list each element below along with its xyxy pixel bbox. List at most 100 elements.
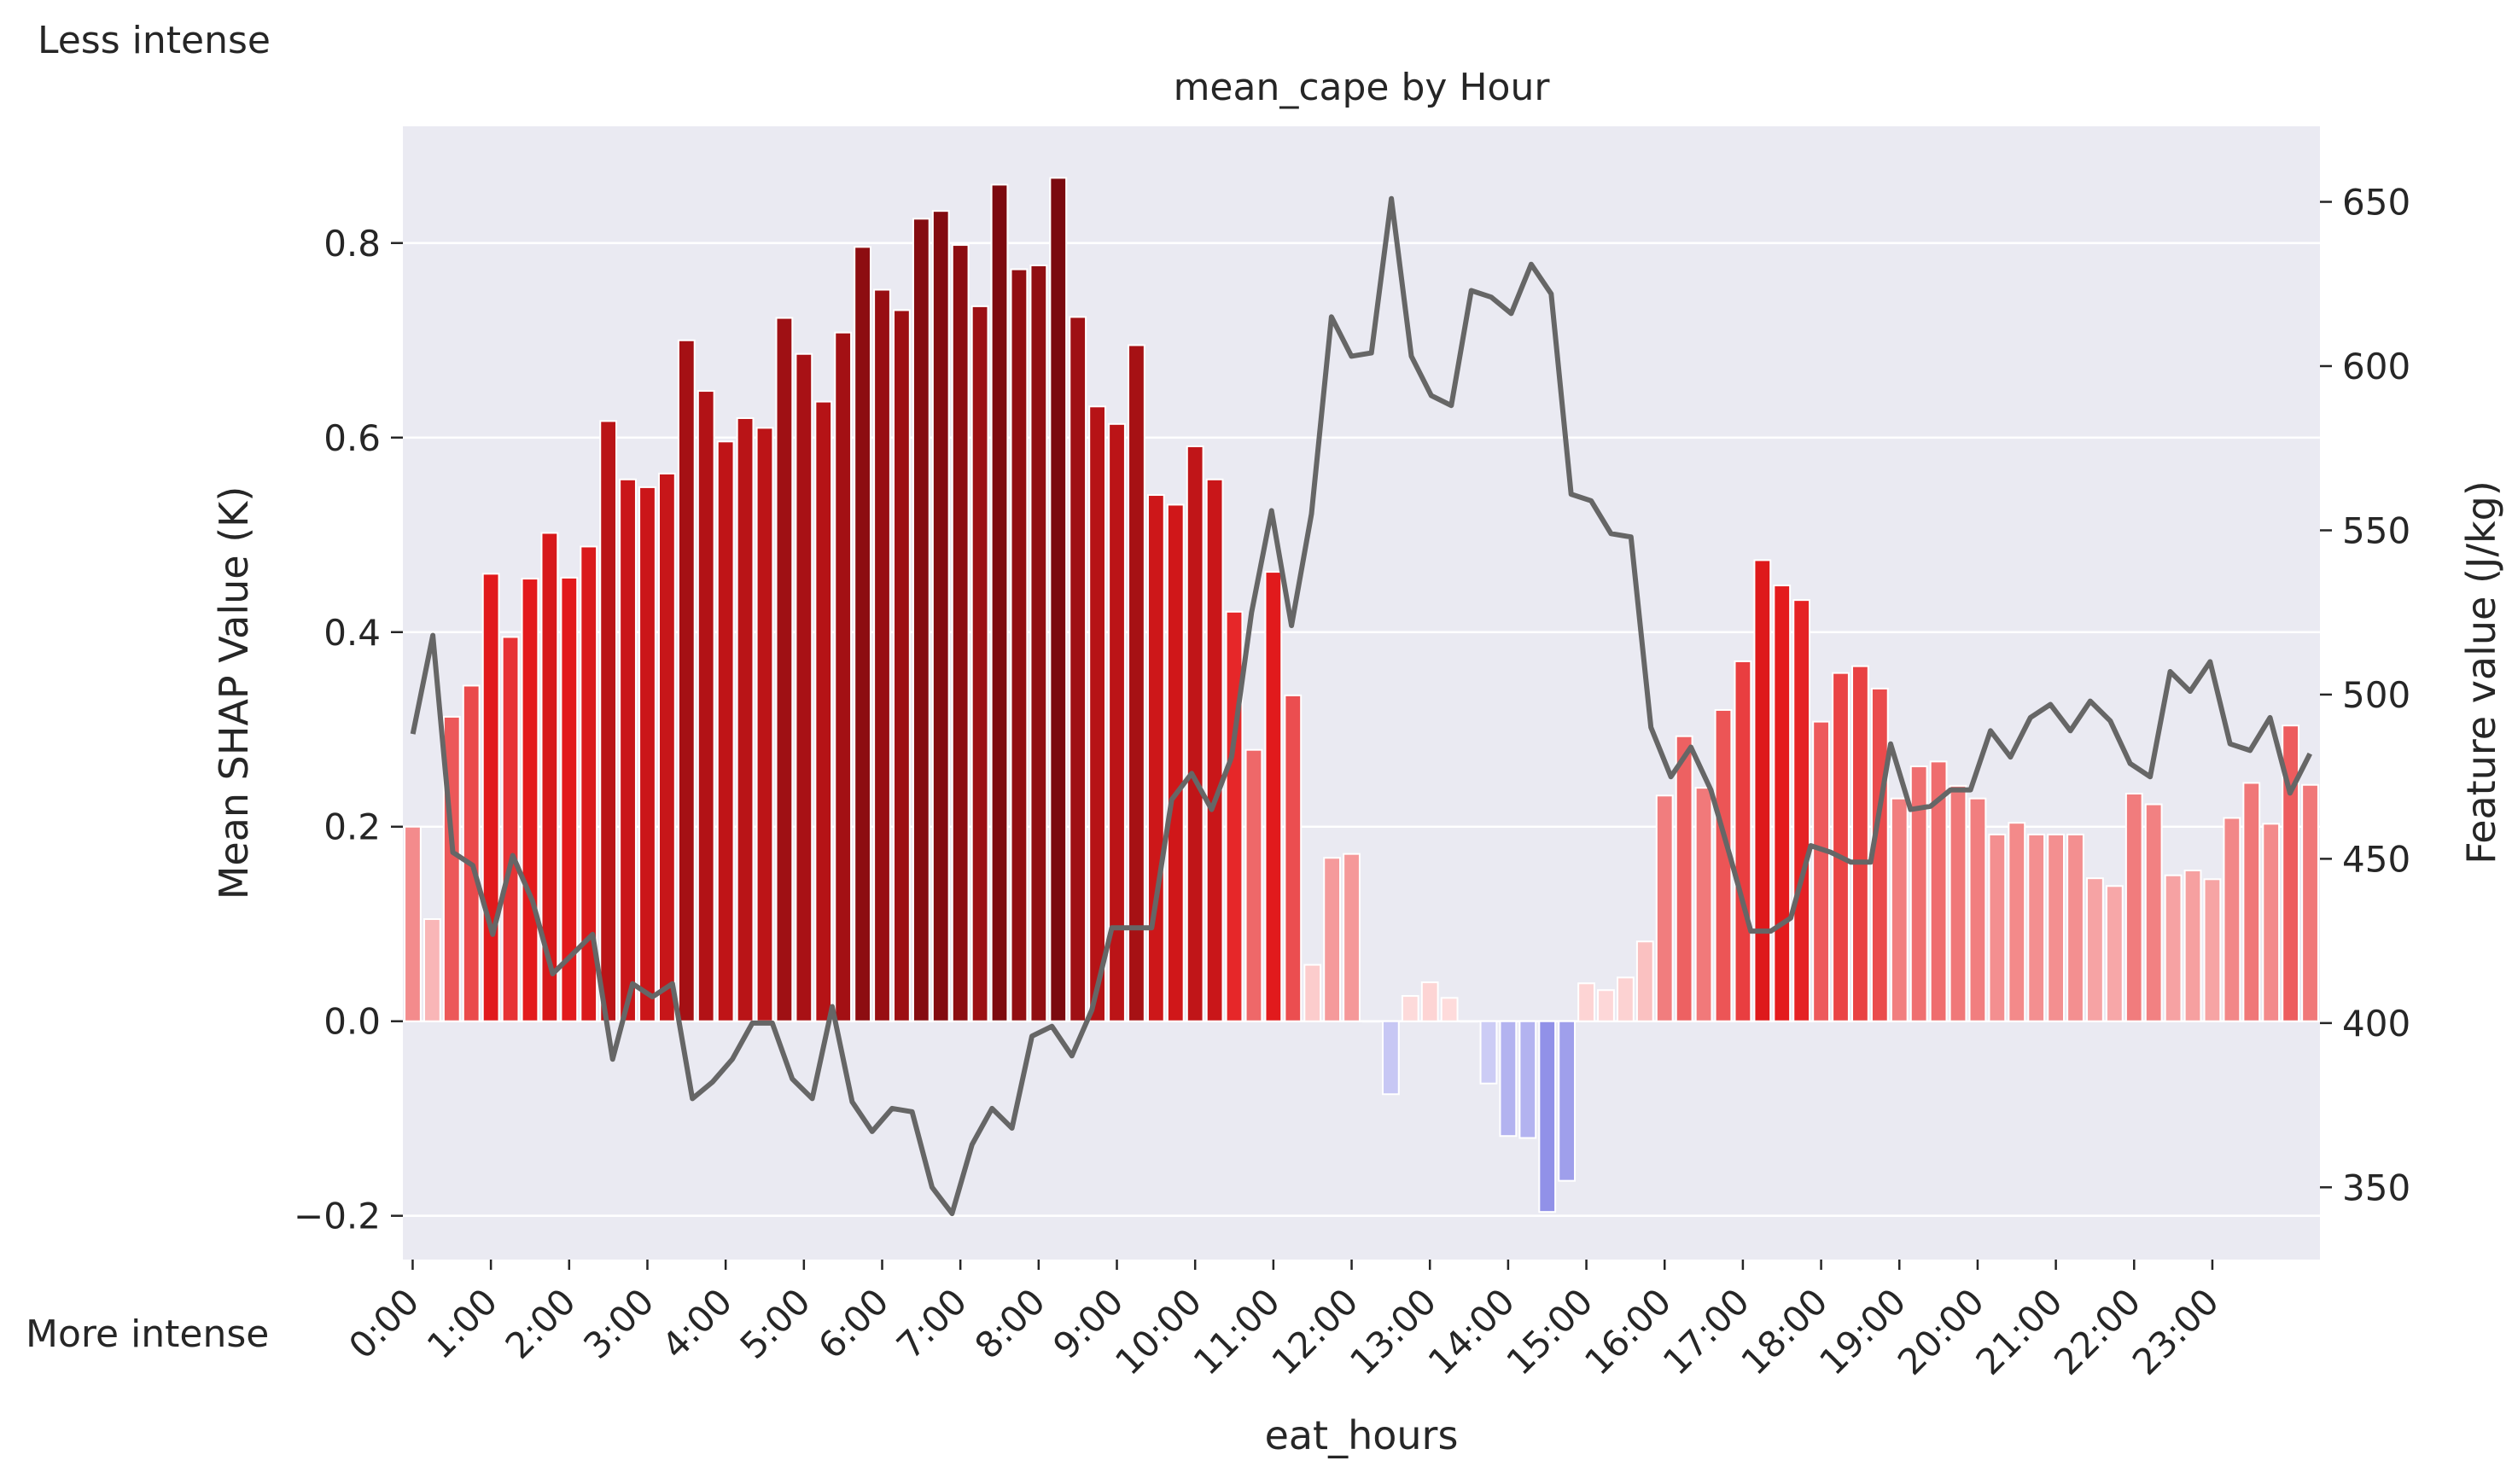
shap-bar xyxy=(970,305,989,1022)
shap-bar xyxy=(462,684,481,1022)
shap-bar xyxy=(2105,885,2124,1022)
shap-bar xyxy=(1929,760,1948,1022)
shap-bar xyxy=(501,636,520,1022)
shap-bar xyxy=(951,244,970,1022)
shap-bar xyxy=(1538,1020,1557,1213)
shap-bar xyxy=(1734,660,1752,1022)
shap-bar xyxy=(1323,857,1342,1022)
shap-bar xyxy=(1264,571,1283,1022)
shap-bar xyxy=(1128,344,1145,1022)
shap-bar xyxy=(2124,792,2143,1022)
y-axis-ticks: −0.2 0.0 0.2 0.4 0.6 0.8 xyxy=(294,223,403,1237)
x-tick-label: 18:00 xyxy=(1733,1280,1835,1382)
shap-bar xyxy=(893,309,911,1022)
less-intense-label: Less intense xyxy=(38,19,271,62)
y-tick-label: 0.8 xyxy=(323,223,381,265)
shap-bar xyxy=(619,478,637,1022)
x-tick-label: 8:00 xyxy=(967,1280,1053,1366)
shap-bar xyxy=(638,486,656,1022)
x-tick-label: 0:00 xyxy=(341,1280,427,1366)
y2-axis-label: Feature value (J/kg) xyxy=(2458,480,2504,864)
shap-bar xyxy=(854,246,871,1022)
shap-bar xyxy=(931,210,950,1022)
x-axis-ticks: 0:001:002:003:004:005:006:007:008:009:00… xyxy=(341,1260,2227,1383)
shap-bar xyxy=(1635,940,1654,1022)
shap-bar xyxy=(1851,665,1869,1022)
y2-tick-label: 400 xyxy=(2342,1003,2410,1045)
x-tick-label: 2:00 xyxy=(498,1280,584,1366)
shap-bar xyxy=(814,400,833,1022)
y-tick-label: 0.6 xyxy=(323,417,381,459)
shap-bar xyxy=(2008,822,2026,1022)
shap-bar xyxy=(1205,478,1224,1022)
x-tick-label: 20:00 xyxy=(1890,1280,1992,1382)
y2-axis-ticks: 350 400 450 500 550 600 650 xyxy=(2320,182,2410,1208)
x-tick-label: 13:00 xyxy=(1342,1280,1444,1382)
shap-bar xyxy=(1714,708,1733,1022)
shap-bar xyxy=(1401,995,1419,1022)
shap-bar xyxy=(2203,878,2222,1022)
y2-tick-label: 550 xyxy=(2342,509,2410,551)
shap-bar xyxy=(1675,735,1693,1022)
shap-bar xyxy=(658,472,676,1022)
shap-bar xyxy=(2301,783,2319,1022)
shap-bar xyxy=(1949,784,1967,1022)
shap-bar xyxy=(2262,823,2281,1022)
shap-bar xyxy=(1166,503,1185,1022)
shap-bar xyxy=(2144,803,2163,1022)
chart-title: mean_cape by Hour xyxy=(1174,66,1551,109)
shap-bar xyxy=(540,532,559,1022)
shap-bar xyxy=(1597,989,1615,1022)
x-tick-label: 11:00 xyxy=(1186,1280,1288,1382)
shap-bar xyxy=(1518,1020,1537,1139)
shap-bar xyxy=(1108,422,1126,1022)
y2-tick-label: 600 xyxy=(2342,346,2410,387)
shap-bar xyxy=(1362,1020,1380,1023)
y-tick-label: 0.0 xyxy=(323,1001,381,1043)
shap-bar xyxy=(873,288,891,1022)
shap-bar xyxy=(560,576,579,1022)
shap-bar xyxy=(481,573,500,1022)
y-tick-label: 0.2 xyxy=(323,806,381,848)
shap-bar xyxy=(1773,585,1792,1022)
more-intense-label: More intense xyxy=(26,1312,270,1356)
shap-bar xyxy=(1792,599,1811,1022)
shap-bar xyxy=(2223,817,2241,1022)
x-tick-label: 7:00 xyxy=(889,1280,975,1366)
shap-bar xyxy=(1303,963,1322,1022)
y-tick-label: −0.2 xyxy=(294,1196,381,1237)
x-tick-label: 12:00 xyxy=(1263,1280,1366,1382)
shap-bar xyxy=(1479,1020,1498,1085)
shap-bar xyxy=(580,545,598,1022)
shap-bar xyxy=(696,390,715,1022)
shap-bar xyxy=(834,331,853,1022)
shap-bar xyxy=(1284,694,1303,1022)
shap-bar xyxy=(1812,720,1830,1022)
shap-bar xyxy=(2183,870,2202,1022)
shap-bar xyxy=(1655,794,1674,1022)
shap-bar xyxy=(2242,782,2261,1022)
shap-bar xyxy=(912,218,930,1022)
x-tick-label: 17:00 xyxy=(1655,1280,1757,1382)
x-tick-label: 23:00 xyxy=(2124,1280,2227,1382)
x-tick-label: 21:00 xyxy=(1967,1280,2070,1382)
x-tick-label: 14:00 xyxy=(1420,1280,1523,1382)
shap-bar xyxy=(1460,1020,1478,1023)
shap-bar xyxy=(990,183,1009,1022)
shap-bar xyxy=(1617,976,1635,1022)
y2-tick-label: 650 xyxy=(2342,182,2410,224)
x-axis-label: eat_hours xyxy=(1265,1412,1459,1458)
y-tick-label: 0.4 xyxy=(323,612,381,654)
shap-bar xyxy=(599,420,618,1022)
shap-bar xyxy=(1890,797,1909,1022)
shap-bar xyxy=(1225,610,1244,1022)
shap-bar xyxy=(521,578,539,1022)
shap-bar xyxy=(2086,877,2104,1022)
shap-bar xyxy=(755,427,774,1022)
x-tick-label: 19:00 xyxy=(1811,1280,1914,1382)
x-tick-label: 10:00 xyxy=(1107,1280,1209,1382)
shap-bar xyxy=(1558,1020,1577,1182)
y2-tick-label: 450 xyxy=(2342,838,2410,880)
shap-bar xyxy=(795,352,813,1022)
